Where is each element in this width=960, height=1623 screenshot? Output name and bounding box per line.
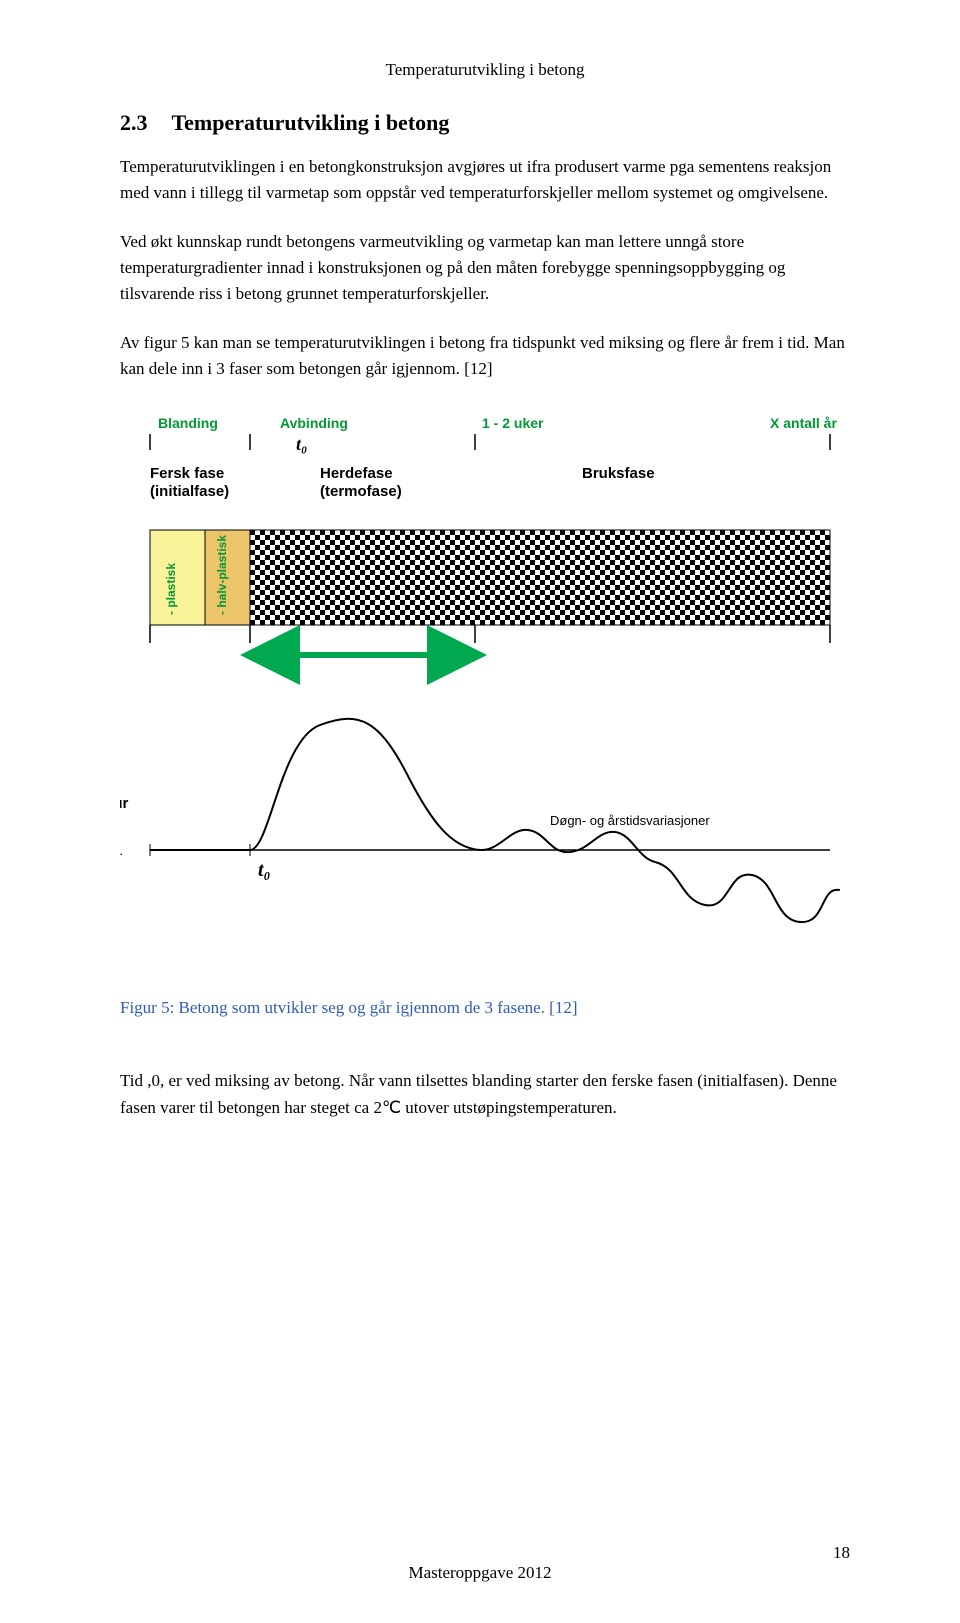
figure-caption: Figur 5: Betong som utvikler seg og går … — [120, 998, 850, 1018]
section-title: Temperaturutvikling i betong — [172, 110, 450, 135]
svg-text:t₀: t₀ — [258, 859, 271, 881]
svg-text:t₀: t₀ — [296, 434, 307, 454]
paragraph-4: Tid ,0, er ved miksing av betong. Når va… — [120, 1068, 850, 1121]
section-heading: 2.3 Temperaturutvikling i betong — [120, 110, 850, 136]
page-number: 18 — [833, 1543, 850, 1563]
paragraph-2: Ved økt kunnskap rundt betongens varmeut… — [120, 229, 850, 308]
svg-text:Avbinding: Avbinding — [280, 415, 348, 431]
svg-text:- halv-plastisk: - halv-plastisk — [215, 535, 229, 615]
svg-text:(termofase): (termofase) — [320, 483, 402, 500]
running-header: Temperaturutvikling i betong — [120, 60, 850, 80]
svg-text:Bruksfase: Bruksfase — [582, 465, 655, 482]
figure-5: Blanding Avbinding 1 - 2 uker X antall år t₀… — [120, 410, 850, 1018]
svg-text:Blanding: Blanding — [158, 415, 218, 431]
paragraph-1: Temperaturutviklingen i en betongkonstru… — [120, 154, 850, 207]
svg-text:- plastisk: - plastisk — [164, 563, 178, 615]
svg-text:temperatur: temperatur — [120, 795, 129, 812]
paragraph-3: Av figur 5 kan man se temperaturutviklin… — [120, 330, 850, 383]
svg-text:X antall år: X antall år — [770, 415, 837, 431]
footer: Masteroppgave 2012 — [0, 1563, 960, 1583]
svg-text:Blandetemp.: Blandetemp. — [120, 843, 123, 858]
svg-text:1 - 2 uker: 1 - 2 uker — [482, 415, 544, 431]
svg-text:Døgn- og årstidsvariasjoner: Døgn- og årstidsvariasjoner — [550, 813, 710, 828]
svg-text:Herdefase: Herdefase — [320, 465, 393, 482]
svg-text:Fersk fase: Fersk fase — [150, 465, 224, 482]
section-number: 2.3 — [120, 110, 148, 135]
svg-text:(initialfase): (initialfase) — [150, 483, 229, 500]
